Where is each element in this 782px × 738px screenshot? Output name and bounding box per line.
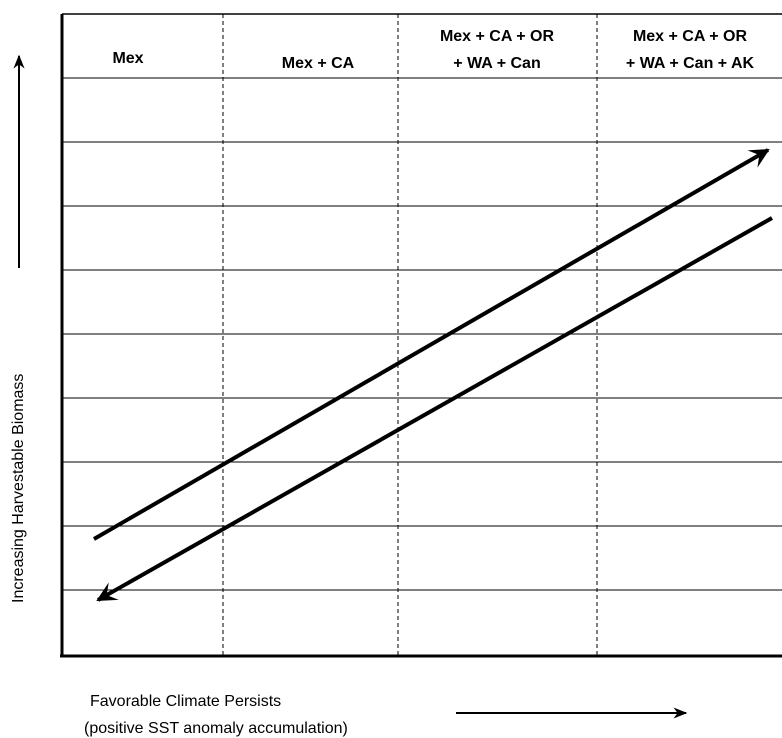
- decrease-arrow: [96, 216, 773, 602]
- column-label-3-line-2: + WA + Can: [453, 55, 540, 72]
- column-label-4-line-1: Mex + CA + OR: [633, 28, 748, 45]
- column-label-4-line-2: + WA + Can + AK: [626, 55, 755, 72]
- grid-lines: [62, 77, 782, 591]
- y-axis-label: Increasing Harvestable Biomass: [10, 374, 27, 603]
- x-axis-label-line-1: Favorable Climate Persists: [90, 693, 281, 710]
- x-axis-label-line-2: (positive SST anomaly accumulation): [84, 720, 348, 737]
- column-label-3-line-1: Mex + CA + OR: [440, 28, 555, 45]
- increase-arrow: [93, 148, 770, 541]
- column-dividers: [222, 14, 598, 655]
- column-label-1: Mex: [112, 50, 143, 67]
- column-label-2: Mex + CA: [282, 55, 355, 72]
